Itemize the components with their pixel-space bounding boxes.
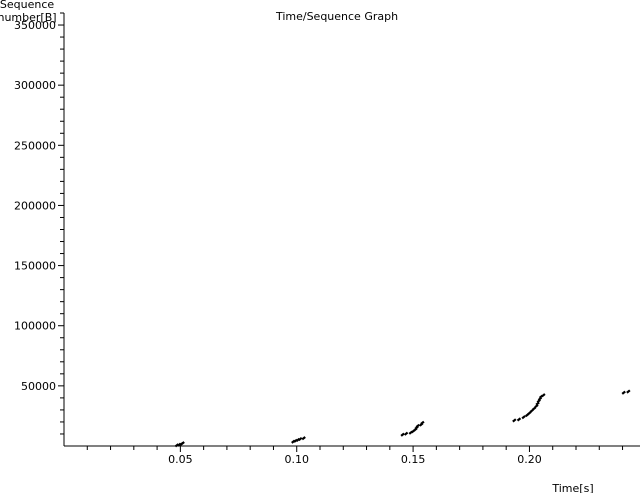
data-point [400, 432, 405, 437]
y-tick-label: 200000 [14, 199, 56, 212]
x-tick-label: 0.05 [168, 453, 193, 466]
data-point [415, 423, 420, 428]
data-point [180, 441, 185, 446]
x-tick-label: 0.10 [284, 453, 309, 466]
y-tick-label: 300000 [14, 79, 56, 92]
y-tick-label: 100000 [14, 320, 56, 333]
data-point [527, 410, 532, 416]
data-point [534, 404, 539, 409]
data-point [420, 420, 425, 425]
data-point [621, 390, 626, 395]
y-tick-label: 350000 [14, 19, 56, 32]
data-point [301, 436, 306, 441]
y-axis-label-line-1: Sequence [0, 0, 54, 11]
y-tick-label: 50000 [21, 380, 56, 393]
x-axis-label: Time[s] [551, 482, 593, 493]
y-axis-label-line-2: number[B] [0, 11, 57, 24]
x-tick-label: 0.15 [401, 453, 426, 466]
data-point [535, 401, 540, 406]
data-point [541, 393, 546, 398]
chart-title: Time/Sequence Graph [275, 10, 398, 23]
data-point [521, 415, 526, 420]
data-point [531, 406, 537, 411]
data-points [174, 389, 631, 448]
data-point [512, 418, 517, 423]
x-tick-label: 0.20 [517, 453, 542, 466]
data-point [403, 431, 409, 436]
y-tick-label: 250000 [14, 139, 56, 152]
axis-ticks: 0.05 0.10 0.15 0.20 50000 100000 150000 200000 2… [14, 12, 624, 466]
y-tick-label: 150000 [14, 260, 56, 273]
data-point [298, 436, 303, 442]
data-point [626, 389, 631, 394]
data-point [516, 417, 522, 422]
